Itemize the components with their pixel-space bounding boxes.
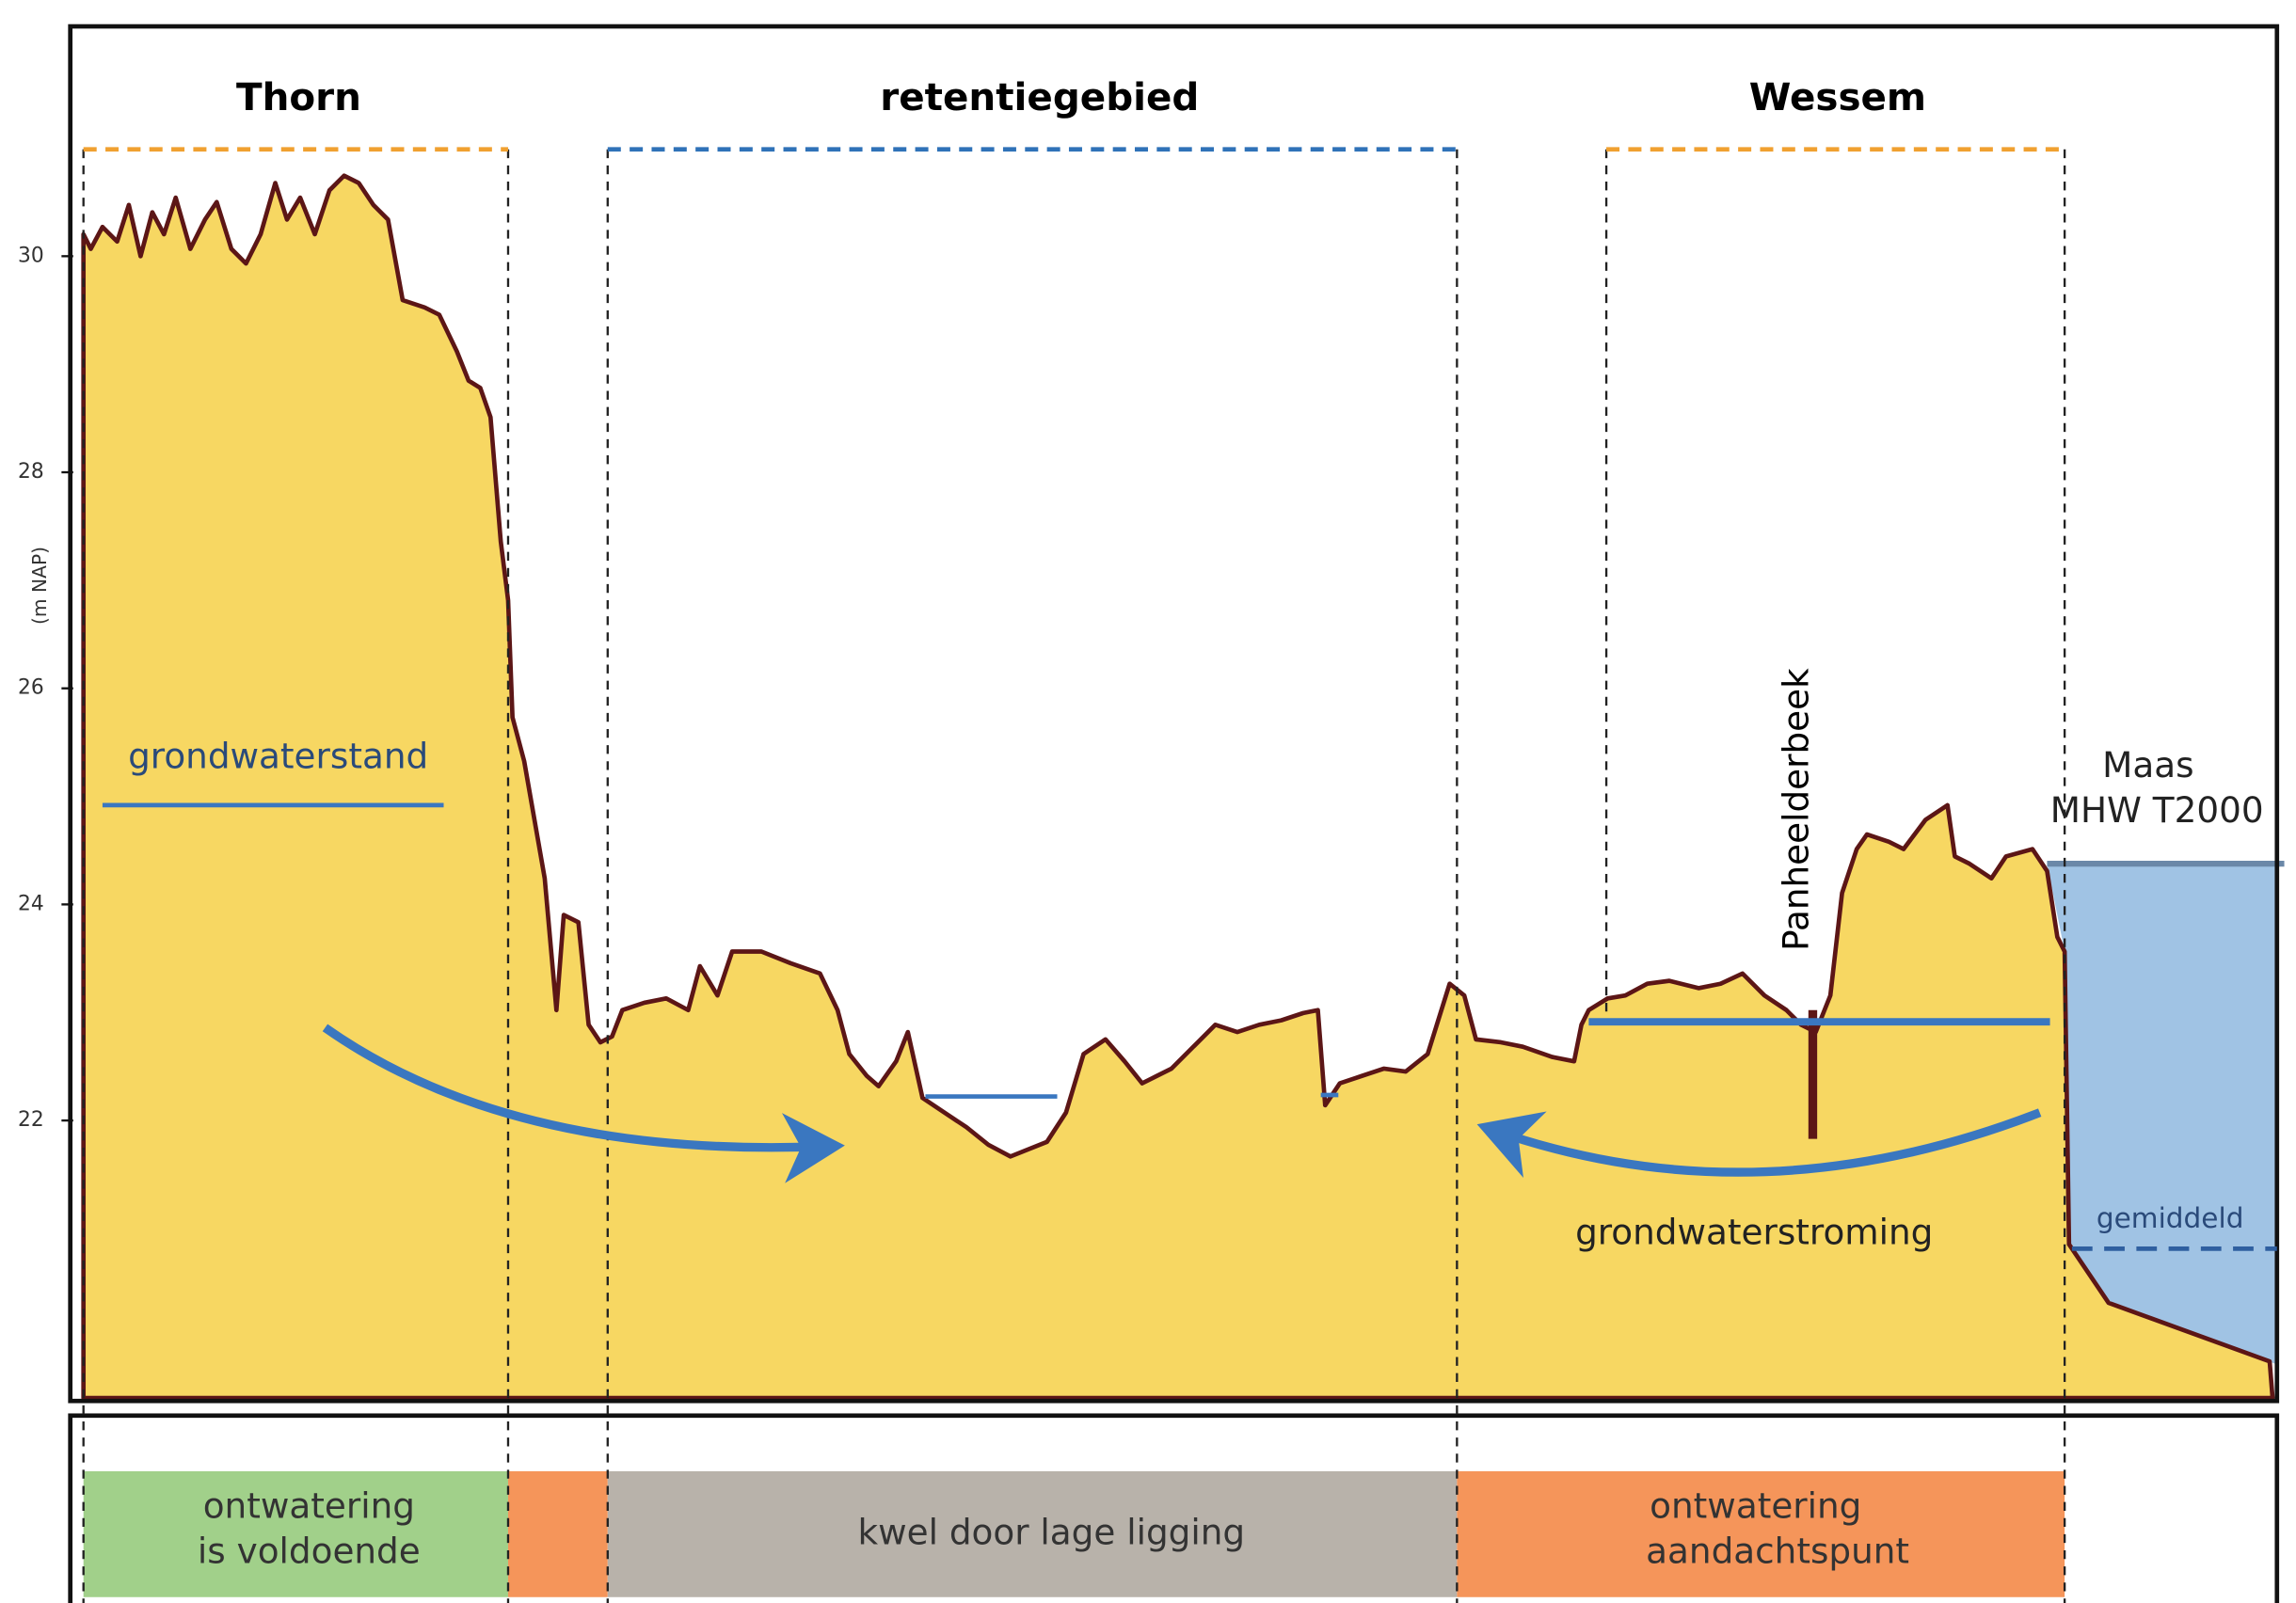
flow-arrow-right: [1476, 1108, 2042, 1179]
box-gray: [607, 1470, 1458, 1597]
annotation: grondwaterstroming: [1575, 1211, 1933, 1252]
y-tick-label: 30: [18, 244, 44, 267]
annotation: Maas: [2102, 744, 2193, 786]
flow-arrow-left: [322, 1024, 845, 1183]
zone-label: Thorn: [236, 74, 361, 119]
y-axis: 22 24 26 28 30: [18, 244, 73, 1132]
bottom-frame: [68, 1413, 2280, 1603]
box-text: kwel door lage ligging: [858, 1511, 1246, 1552]
box-text: ontwatering: [1650, 1484, 1861, 1526]
ground-profile: [81, 173, 2275, 1401]
dashed-lines: [82, 147, 2066, 1603]
annotation: Panheelderbeek: [1775, 668, 1816, 951]
box-orange-small: [507, 1470, 608, 1597]
box-orange: [1457, 1470, 2065, 1597]
y-tick-label: 22: [18, 1108, 44, 1132]
box-text: is voldoende: [198, 1531, 421, 1572]
chart-frame: [68, 24, 2280, 1404]
box-green: [83, 1470, 508, 1597]
annotation: gemiddeld: [2097, 1202, 2244, 1234]
box-text: aandachtspunt: [1646, 1531, 1909, 1572]
zone-label: retentiegebied: [880, 74, 1199, 119]
y-tick-label: 28: [18, 460, 44, 484]
y-tick-label: 24: [18, 892, 44, 915]
box-text: ontwatering: [203, 1484, 415, 1526]
axis-label: (m NAP): [28, 547, 51, 625]
zone-label: Wessem: [1749, 74, 1926, 119]
annotation: grondwaterstand: [128, 736, 428, 777]
y-tick-label: 26: [18, 676, 44, 700]
annotation: MHW T2000: [2050, 789, 2264, 831]
river-water: [2047, 864, 2277, 1365]
